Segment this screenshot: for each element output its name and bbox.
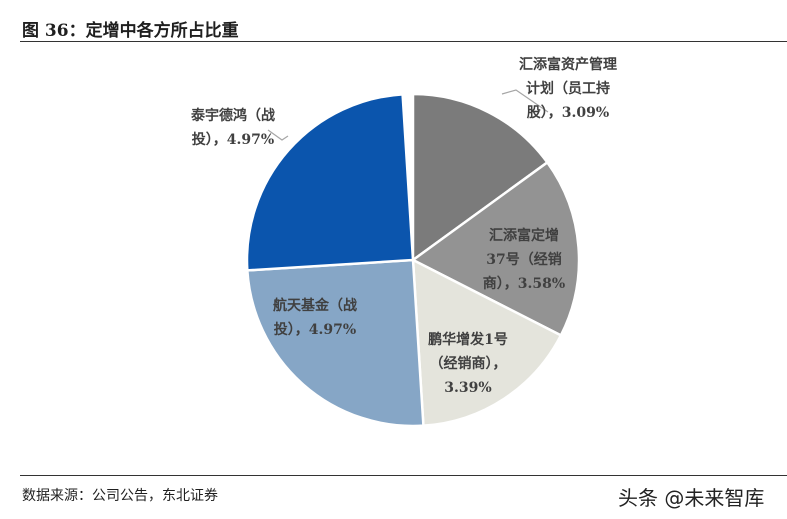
slice-label: 鹏华增发1号（经销商）， 3.39% [428, 331, 508, 396]
pie-slice [411, 161, 581, 337]
watermark: 头条 @未来智库 [602, 478, 787, 512]
slice-label: 泰宇德鸿（战投），4.97% [190, 107, 275, 148]
figure-title: 图 36：定增中各方所占比重 [22, 21, 239, 41]
watermark-text: 头条 @未来智库 [618, 486, 765, 510]
slice-label: 汇添富资产管理计划（员工持股），3.09% [519, 56, 617, 121]
pie-slice [411, 258, 563, 427]
source-note: 数据来源：公司公告，东北证券 [22, 488, 218, 504]
pie-slice [411, 92, 549, 262]
pie-chart: 汇添富资产管理计划（员工持股），3.09% 汇添富定增 37号（经销商），3.58%… [190, 56, 617, 428]
slice-label: 航天基金（战投），4.97% [273, 297, 357, 338]
source-rule [20, 475, 787, 476]
label-leader-lines [267, 89, 549, 141]
slice-label: 汇添富定增 37号（经销商），3.58% [483, 227, 565, 292]
pie-slice [246, 258, 425, 428]
title-rule [20, 41, 787, 42]
slice-labels: 汇添富资产管理计划（员工持股），3.09% 汇添富定增 37号（经销商），3.58%… [190, 56, 617, 396]
leader-line [267, 129, 289, 141]
leader-line [501, 89, 549, 113]
pie-slice [245, 93, 415, 272]
pie-slices [245, 92, 581, 428]
